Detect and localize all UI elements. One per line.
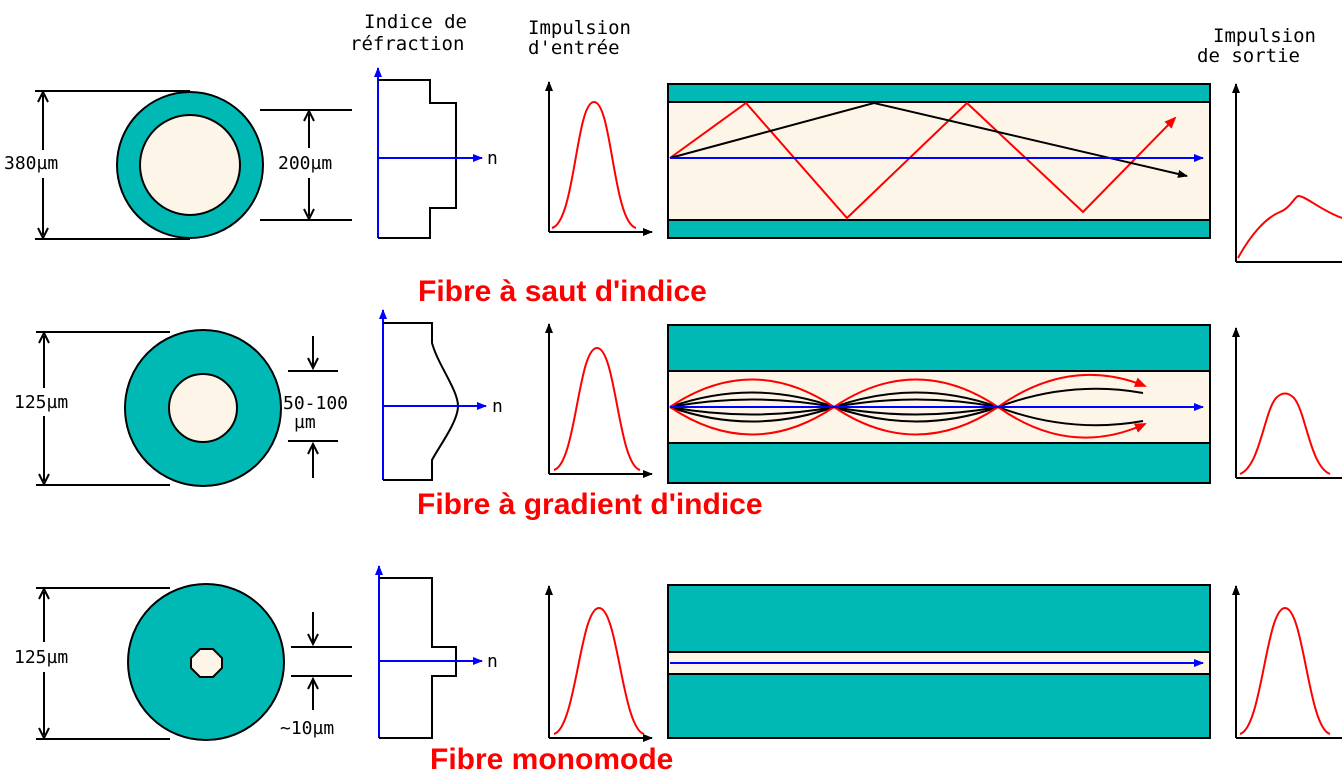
output-pulse-plot <box>1232 83 1342 263</box>
core-disc <box>190 648 223 678</box>
outer-diameter-label: 125µm <box>14 647 68 668</box>
core-diameter-label-line2: µm <box>294 412 316 433</box>
column-headers: Indice de réfraction Impulsion d'entrée … <box>350 11 1316 67</box>
red-ray-zigzag <box>669 101 1177 220</box>
index-profile-graded: n <box>379 309 503 481</box>
header-refraction-line2: réfraction <box>350 33 464 55</box>
index-axis-label: n <box>492 396 503 417</box>
core-diameter-dimension <box>260 108 352 222</box>
cladding-top <box>667 83 1211 103</box>
red-ray-paths <box>669 373 1147 439</box>
core-channel <box>667 101 1211 221</box>
row-graded-index: 125µm 50-100 µm n <box>14 309 1342 521</box>
core-disc <box>139 114 241 216</box>
cladding-bottom <box>667 219 1211 239</box>
cladding-bottom <box>667 673 1211 739</box>
output-pulse-plot <box>1232 585 1342 739</box>
core-diameter-dimension <box>291 612 352 710</box>
row-title: Fibre à gradient d'indice <box>417 488 763 521</box>
output-pulse-plot <box>1232 327 1342 479</box>
outer-diameter-dimension <box>36 586 170 741</box>
row-title: Fibre monomode <box>430 743 673 776</box>
core-diameter-label: 200µm <box>278 153 332 174</box>
outer-diameter-dimension <box>35 89 190 241</box>
core-disc <box>168 373 238 443</box>
outer-diameter-dimension <box>36 330 170 487</box>
black-ray <box>669 101 1188 178</box>
index-axis-label: n <box>487 148 498 169</box>
index-profile-single-mode: n <box>375 565 498 739</box>
header-input-pulse-line2: d'entrée <box>528 37 620 59</box>
cladding-top <box>667 324 1211 372</box>
input-pulse-plot <box>545 81 653 236</box>
core-diameter-dimension <box>288 336 338 478</box>
outer-diameter-label: 380µm <box>4 153 58 174</box>
header-input-pulse-line1: Impulsion <box>528 17 631 39</box>
fiber-longitudinal-graded <box>667 324 1211 484</box>
cladding-bottom <box>667 442 1211 484</box>
core-diameter-label: ~10µm <box>280 718 334 739</box>
index-profile-step: n <box>374 67 498 239</box>
fiber-longitudinal-single-mode <box>667 584 1211 739</box>
header-output-pulse-line1: Impulsion <box>1213 25 1316 47</box>
index-axis-label: n <box>487 651 498 672</box>
outer-diameter-label: 125µm <box>14 392 68 413</box>
row-step-index: 380µm 200µm n <box>4 67 1342 308</box>
header-output-pulse-line2: de sortie <box>1197 45 1300 67</box>
core-diameter-label-line1: 50-100 <box>283 393 348 414</box>
row-title: Fibre à saut d'indice <box>418 275 707 308</box>
input-pulse-plot <box>545 323 653 478</box>
cross-section-step-index <box>116 91 264 239</box>
cross-section-single-mode <box>127 583 285 741</box>
cladding-top <box>667 584 1211 653</box>
fiber-longitudinal-step <box>667 83 1211 239</box>
header-refraction-line1: Indice de <box>364 11 467 33</box>
cross-section-graded-index <box>124 329 282 487</box>
input-pulse-plot <box>545 585 653 742</box>
row-single-mode: 125µm ~10µm n <box>14 565 1342 776</box>
